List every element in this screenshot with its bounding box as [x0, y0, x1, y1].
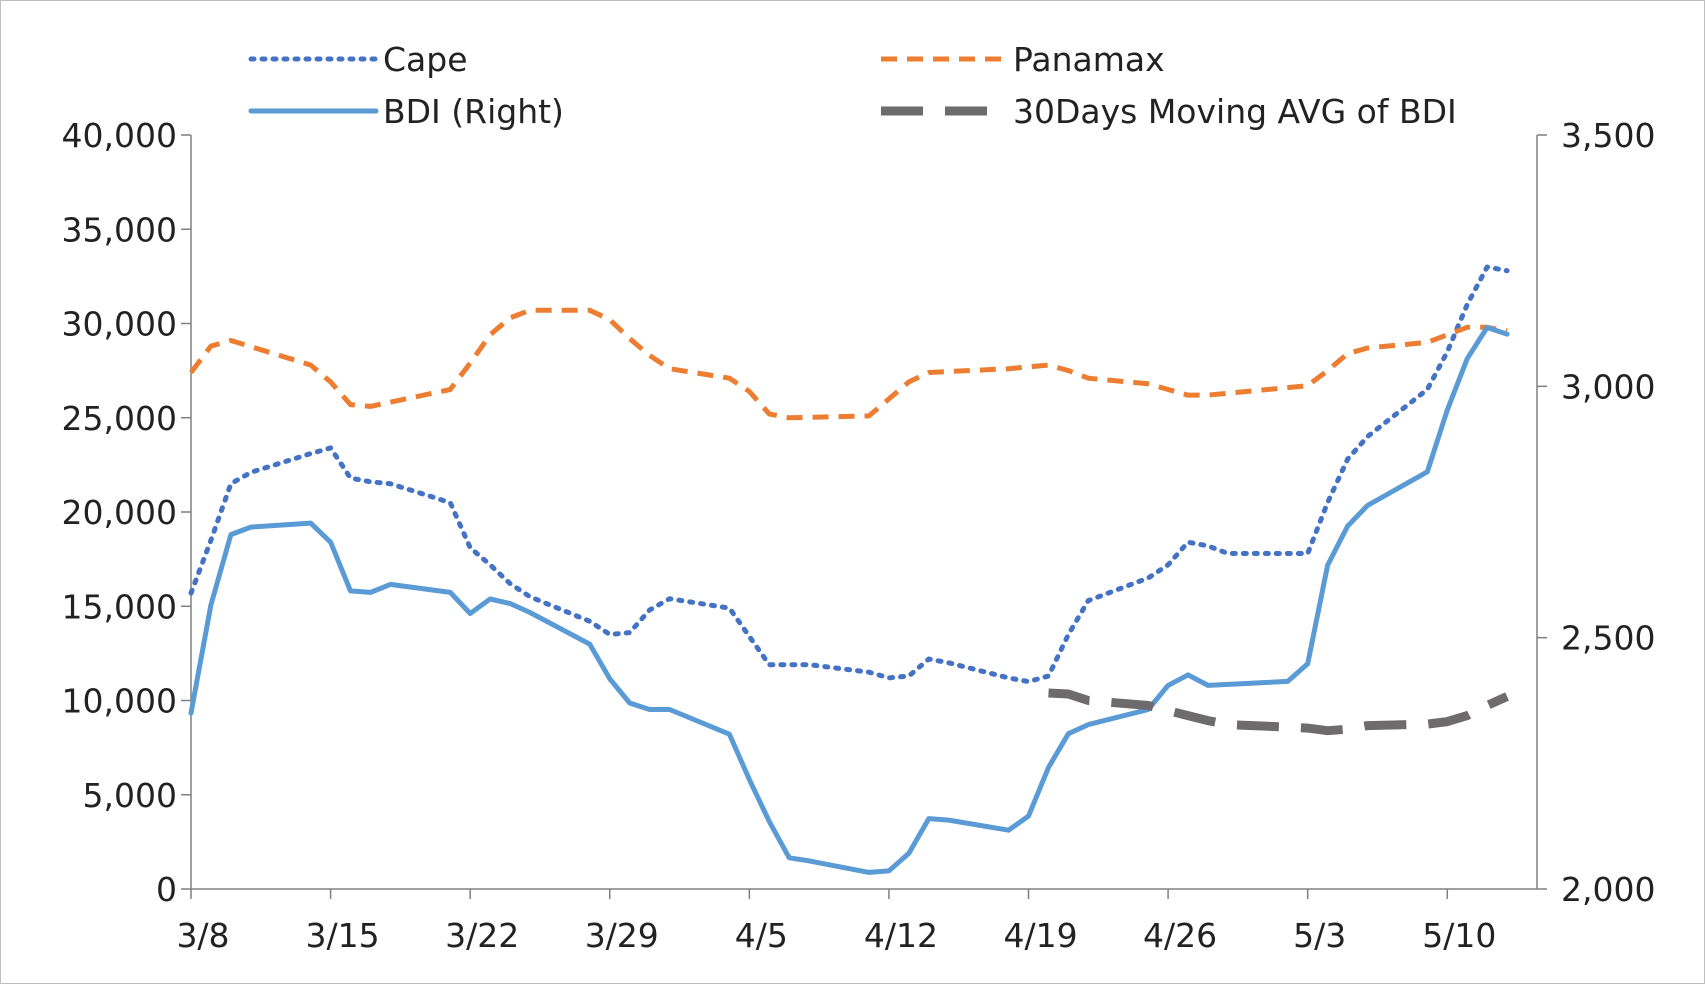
series-line-bdi-right: [188, 325, 1510, 875]
y-left-tick-label: 40,000: [62, 116, 177, 155]
y-left-tick-label: 15,000: [62, 587, 177, 626]
legend-label: Cape: [383, 40, 468, 79]
y-left-tick-label: 0: [156, 870, 177, 909]
y-right-tick-label: 2,000: [1561, 870, 1655, 909]
y-left-tick-label: 30,000: [62, 305, 177, 344]
series-line-30days-moving-avg-of-bdi: [1048, 688, 1509, 736]
x-tick-label: 3/22: [445, 916, 519, 955]
legend-label: 30Days Moving AVG of BDI: [1013, 92, 1457, 131]
x-tick-label: 5/3: [1293, 916, 1346, 955]
legend-label: Panamax: [1013, 40, 1165, 79]
y-right-tick-label: 3,000: [1561, 367, 1655, 406]
y-left-tick-label: 5,000: [83, 776, 177, 815]
y-right-tick-label: 2,500: [1561, 619, 1655, 658]
series-line-panamax: [189, 307, 1508, 421]
y-left-tick-label: 35,000: [62, 210, 177, 249]
y-right-tick-label: 3,500: [1561, 116, 1655, 155]
x-tick-label: 4/5: [735, 916, 788, 955]
y-left-tick-label: 20,000: [62, 493, 177, 532]
x-tick-label: 3/29: [585, 916, 659, 955]
x-tick-label: 5/10: [1422, 916, 1496, 955]
x-tick-label: 4/26: [1143, 916, 1217, 955]
series-line-cape: [188, 264, 1510, 685]
y-left-tick-label: 25,000: [62, 399, 177, 438]
y-left-tick-label: 10,000: [62, 682, 177, 721]
x-tick-label: 4/19: [1003, 916, 1077, 955]
legend-label: BDI (Right): [383, 92, 564, 131]
axes-layer: 0 5,000 10,000 15,000 20,000 25,000 30,000 35,0…: [62, 116, 1656, 955]
x-tick-label: 4/12: [864, 916, 938, 955]
series-layer: [188, 264, 1510, 875]
x-tick-label: 3/15: [306, 916, 380, 955]
legend: Cape Panamax BDI (Right) 30Days Moving AVG …: [248, 40, 1457, 131]
x-tick-label: 3/8: [176, 916, 229, 955]
